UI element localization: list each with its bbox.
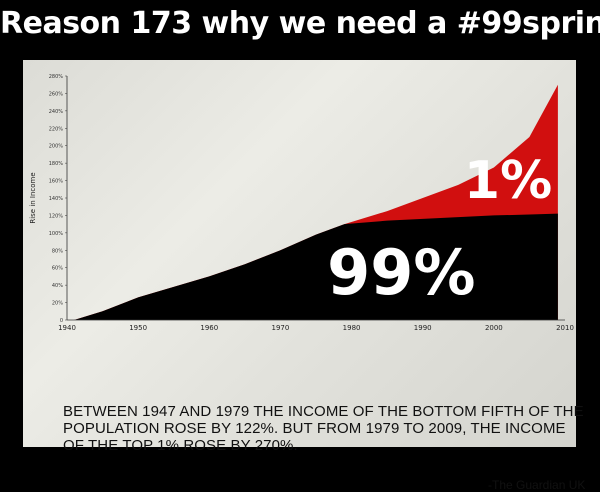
y-tick-label: 40%: [52, 283, 63, 289]
x-tick-label: 1950: [129, 324, 147, 332]
y-tick-label: 260%: [49, 91, 64, 97]
caption-text: BETWEEN 1947 AND 1979 THE INCOME OF THE …: [63, 403, 584, 454]
y-tick-label: 80%: [52, 248, 63, 254]
y-tick-label: 20%: [52, 301, 63, 307]
y-tick-label: 200%: [49, 144, 64, 150]
x-tick-label: 1980: [343, 324, 361, 332]
y-tick-label: 100%: [49, 231, 64, 237]
x-tick-label: 1940: [58, 324, 76, 332]
series-area-99pct: [74, 213, 558, 320]
x-tick-label: 2010: [556, 324, 574, 332]
annotation-1pct: 1%: [464, 151, 552, 211]
x-tick-label: 1970: [272, 324, 290, 332]
chart-svg: 0 20% 40% 60% 80% 100% 120% 140% 160% 180% 200% 220…: [29, 74, 574, 332]
y-tick-label: 60%: [52, 266, 63, 272]
y-tick-label: 140%: [49, 196, 64, 202]
grid-ticks: 0 20% 40% 60% 80% 100% 120% 140% 160% 180% 200% 220…: [49, 74, 574, 332]
y-tick-label: 120%: [49, 213, 64, 219]
y-tick-label: 220%: [49, 126, 64, 132]
credit-text: -The Guardian UK: [488, 478, 586, 492]
x-tick-label: 1960: [200, 324, 218, 332]
chart-panel: 0 20% 40% 60% 80% 100% 120% 140% 160% 180% 200% 220…: [23, 60, 585, 492]
y-tick-label: 180%: [49, 161, 64, 167]
y-tick-label: 0: [60, 318, 63, 324]
x-tick-label: 1990: [414, 324, 432, 332]
headline: Reason 173 why we need a #99spring: [0, 6, 600, 41]
annotation-99pct: 99%: [327, 236, 475, 309]
y-axis-label: Rise in Income: [29, 172, 37, 223]
y-tick-label: 280%: [49, 74, 64, 80]
x-tick-label: 2000: [485, 324, 503, 332]
y-tick-label: 240%: [49, 109, 64, 115]
y-tick-label: 160%: [49, 179, 64, 185]
